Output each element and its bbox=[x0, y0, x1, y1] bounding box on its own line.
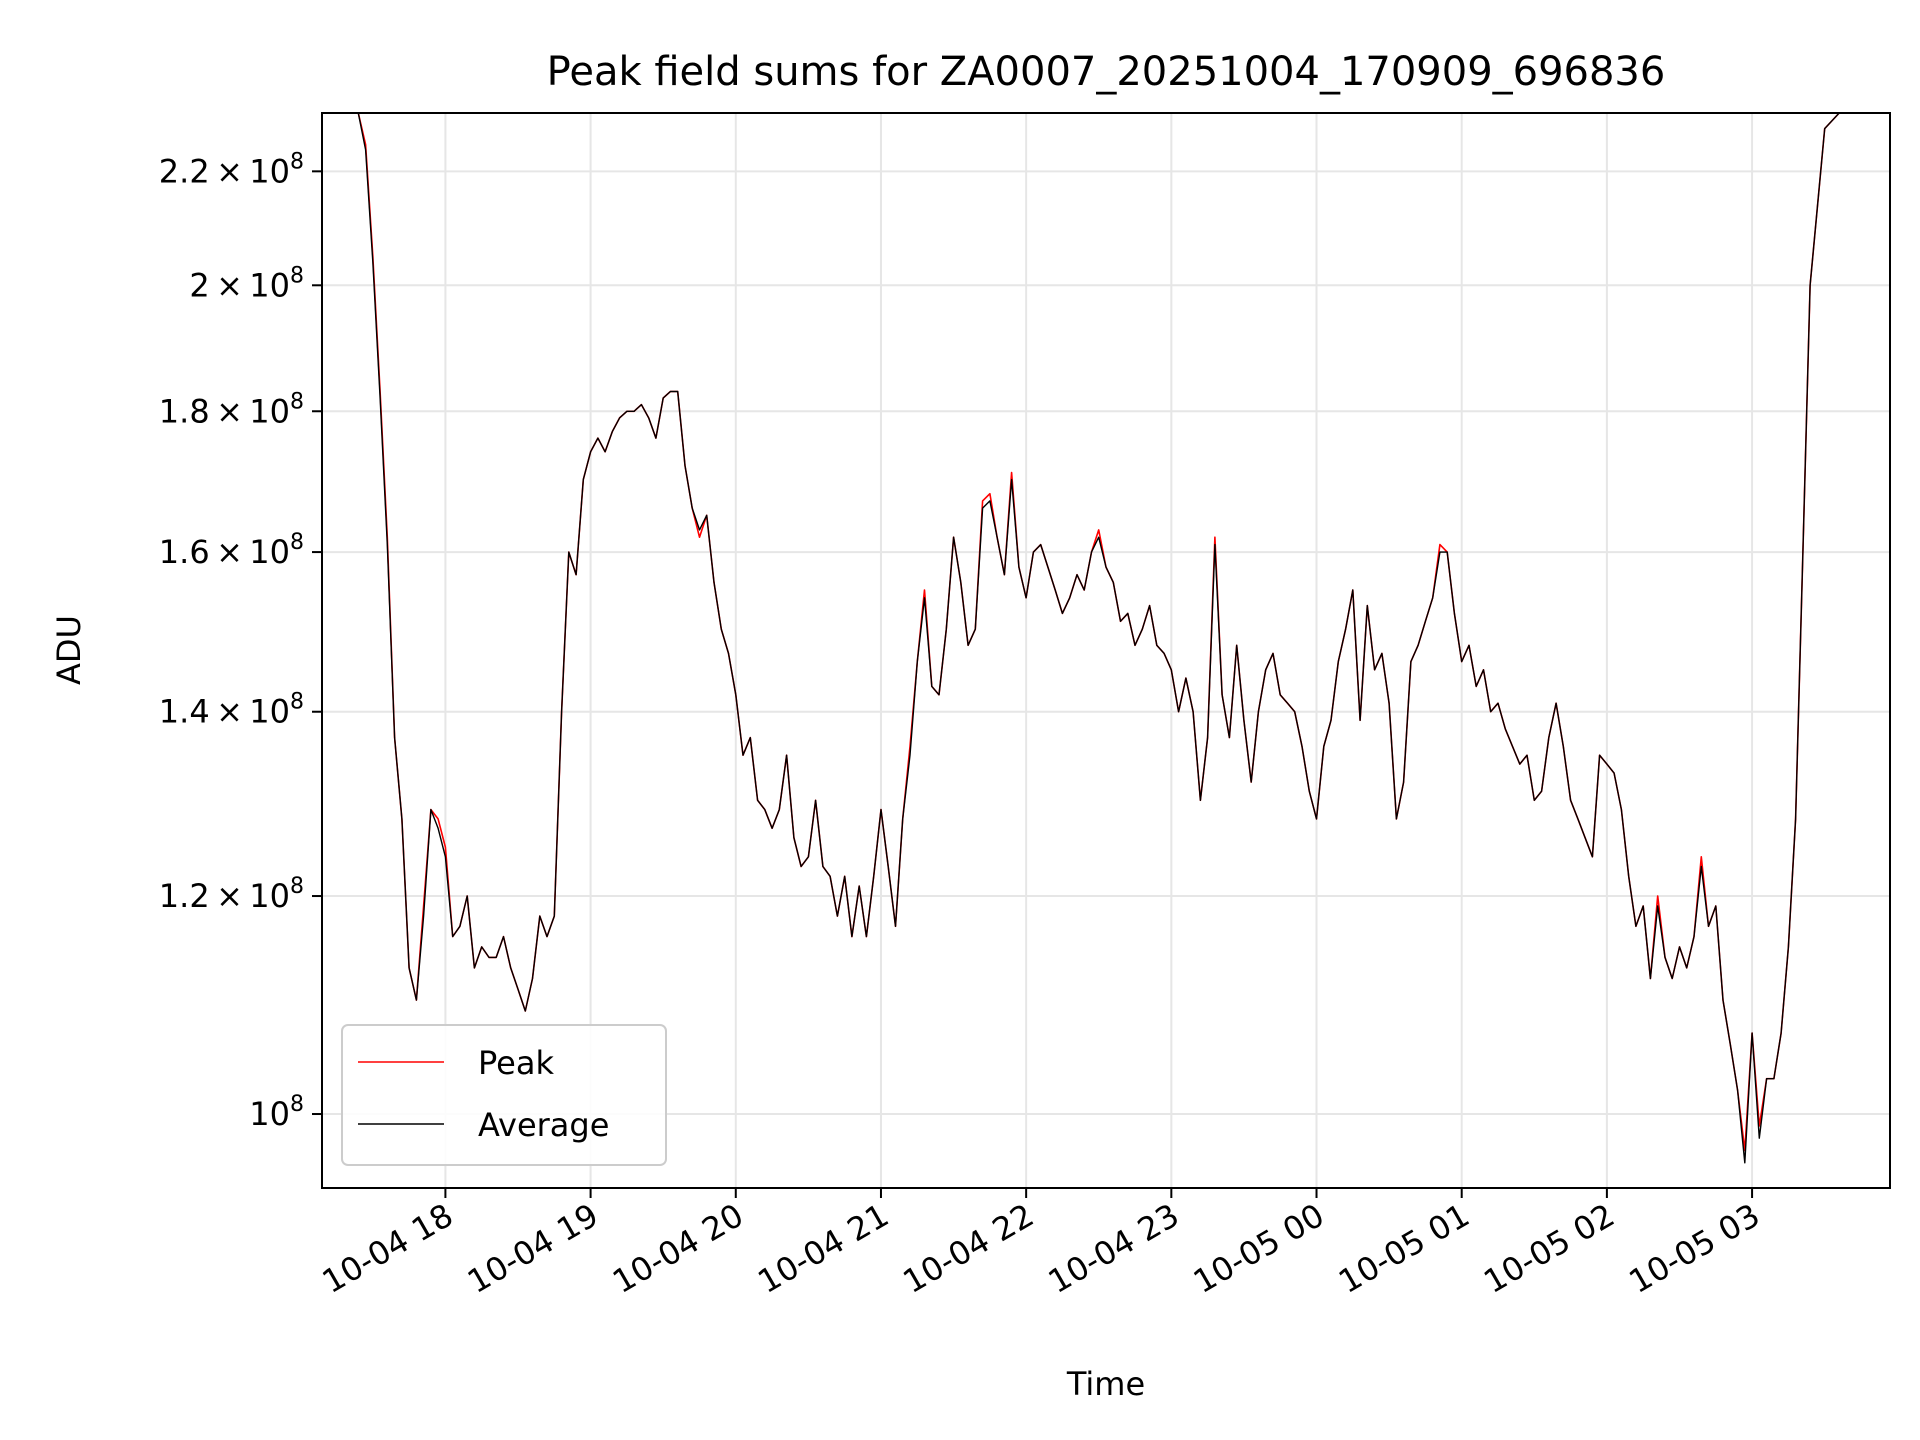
series-peak-line bbox=[322, 112, 1840, 1152]
y-tick-label: 1.4 × 108 bbox=[159, 690, 304, 731]
y-tick-label: 1.8 × 108 bbox=[159, 389, 304, 430]
y-axis: 108 1.2 × 108 1.4 × 108 1.6 × 108 1.8 × 108 2… bbox=[159, 149, 322, 1133]
y-tick-label: 2.2 × 108 bbox=[159, 149, 304, 190]
chart-title: Peak field sums for ZA0007_20251004_1709… bbox=[547, 49, 1666, 95]
series-average-line bbox=[322, 112, 1840, 1164]
series-layer bbox=[322, 112, 1840, 1164]
x-tick-label: 10-04 23 bbox=[1042, 1196, 1186, 1301]
y-tick-label: 108 bbox=[249, 1092, 304, 1133]
x-tick-label: 10-05 00 bbox=[1187, 1196, 1331, 1301]
legend-box bbox=[341, 1024, 667, 1166]
y-tick-label: 1.6 × 108 bbox=[159, 530, 304, 571]
x-tick-label: 10-05 03 bbox=[1622, 1196, 1766, 1301]
legend: Peak Average bbox=[341, 1024, 667, 1166]
x-tick-label: 10-05 02 bbox=[1477, 1196, 1621, 1301]
x-tick-label: 10-04 21 bbox=[751, 1196, 895, 1301]
legend-label-peak: Peak bbox=[478, 1044, 554, 1082]
y-axis-label: ADU bbox=[50, 615, 88, 685]
x-axis-label: Time bbox=[1066, 1365, 1145, 1403]
x-axis: 10-04 18 10-04 19 10-04 20 10-04 21 10-04 22… bbox=[316, 1188, 1766, 1301]
x-tick-label: 10-04 19 bbox=[461, 1196, 605, 1301]
x-tick-label: 10-05 01 bbox=[1332, 1196, 1476, 1301]
plot-frame bbox=[321, 112, 1891, 1189]
y-tick-label: 1.2 × 108 bbox=[159, 874, 304, 915]
legend-label-average: Average bbox=[478, 1106, 609, 1144]
x-tick-label: 10-04 20 bbox=[606, 1196, 750, 1301]
x-tick-label: 10-04 18 bbox=[316, 1196, 460, 1301]
x-tick-label: 10-04 22 bbox=[897, 1196, 1041, 1301]
y-tick-label: 2 × 108 bbox=[189, 263, 304, 304]
